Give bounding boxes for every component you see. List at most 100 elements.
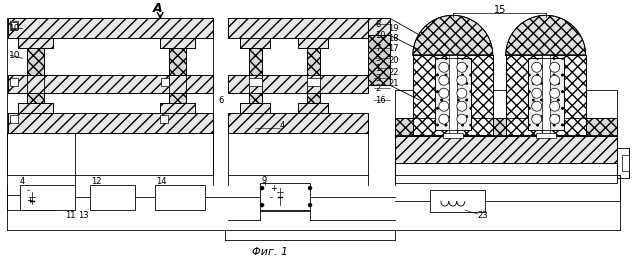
Text: 4: 4: [19, 177, 24, 186]
Text: 18: 18: [388, 34, 399, 43]
Bar: [395, 90, 616, 135]
Bar: [90, 185, 135, 210]
Bar: [8, 75, 213, 93]
Text: +: +: [270, 184, 277, 193]
Circle shape: [439, 101, 449, 111]
Bar: [169, 48, 186, 103]
Bar: [395, 163, 616, 183]
Bar: [435, 58, 471, 130]
Circle shape: [550, 62, 560, 72]
Circle shape: [308, 203, 312, 207]
Text: 9: 9: [261, 176, 266, 185]
Circle shape: [532, 114, 541, 124]
Text: 19: 19: [388, 24, 399, 33]
Text: 15: 15: [493, 5, 506, 15]
Text: 10: 10: [10, 51, 21, 60]
Circle shape: [457, 62, 467, 72]
Bar: [160, 103, 195, 113]
Text: 1: 1: [375, 64, 380, 73]
Text: 14: 14: [156, 177, 166, 186]
Bar: [10, 78, 19, 86]
Bar: [298, 38, 328, 48]
Text: 11: 11: [65, 211, 76, 219]
Circle shape: [550, 88, 560, 98]
Bar: [506, 55, 586, 135]
Bar: [430, 190, 484, 212]
Circle shape: [550, 101, 560, 111]
Circle shape: [260, 186, 264, 190]
Bar: [528, 58, 564, 130]
Bar: [536, 133, 556, 138]
Text: 3: 3: [375, 74, 380, 83]
Bar: [260, 183, 310, 211]
Bar: [249, 48, 262, 103]
Bar: [307, 48, 320, 103]
Text: 12: 12: [92, 177, 102, 186]
Bar: [443, 133, 463, 138]
Circle shape: [532, 101, 541, 111]
Circle shape: [439, 62, 449, 72]
Bar: [228, 18, 368, 38]
Bar: [160, 38, 195, 48]
Text: 7: 7: [375, 44, 380, 53]
Circle shape: [457, 88, 467, 98]
Bar: [240, 103, 270, 113]
Bar: [395, 118, 616, 136]
Bar: [19, 38, 53, 48]
Bar: [10, 115, 19, 123]
Bar: [616, 148, 628, 178]
Text: 13: 13: [78, 211, 89, 219]
Circle shape: [439, 88, 449, 98]
Bar: [298, 103, 328, 113]
Circle shape: [457, 101, 467, 111]
Text: 5: 5: [375, 54, 380, 63]
Bar: [449, 55, 457, 137]
Text: 20: 20: [388, 56, 399, 65]
Bar: [10, 21, 19, 29]
Bar: [307, 78, 320, 86]
Circle shape: [532, 62, 541, 72]
Bar: [228, 75, 368, 93]
Bar: [19, 103, 53, 113]
Bar: [8, 18, 213, 38]
Text: 16: 16: [375, 96, 385, 105]
Bar: [298, 103, 328, 113]
Bar: [528, 58, 564, 130]
Bar: [160, 38, 195, 48]
Bar: [28, 48, 44, 103]
Bar: [368, 35, 390, 85]
Bar: [368, 35, 390, 85]
Bar: [20, 185, 76, 210]
Bar: [395, 118, 616, 136]
Bar: [368, 18, 390, 35]
Text: Φиг. 1: Φиг. 1: [252, 247, 288, 257]
Polygon shape: [413, 15, 493, 55]
Text: 21: 21: [388, 79, 399, 88]
Bar: [169, 48, 186, 103]
Text: +: +: [26, 196, 33, 205]
Circle shape: [439, 114, 449, 124]
Bar: [307, 48, 320, 103]
Bar: [228, 75, 368, 93]
Bar: [413, 55, 493, 135]
Bar: [8, 113, 213, 133]
Bar: [12, 22, 17, 28]
Bar: [19, 103, 53, 113]
Bar: [395, 135, 616, 163]
Bar: [228, 113, 368, 133]
Bar: [506, 55, 586, 135]
Bar: [413, 55, 493, 135]
Text: -: -: [270, 194, 273, 203]
Text: 4: 4: [280, 121, 285, 130]
Bar: [240, 38, 270, 48]
Bar: [368, 18, 390, 35]
Text: 10: 10: [10, 24, 21, 33]
Text: 22: 22: [388, 68, 399, 77]
Bar: [8, 75, 213, 93]
Text: 2: 2: [375, 84, 380, 93]
Bar: [160, 103, 195, 113]
Bar: [395, 135, 616, 163]
Circle shape: [532, 88, 541, 98]
Text: 6: 6: [218, 96, 223, 105]
Polygon shape: [506, 15, 586, 55]
